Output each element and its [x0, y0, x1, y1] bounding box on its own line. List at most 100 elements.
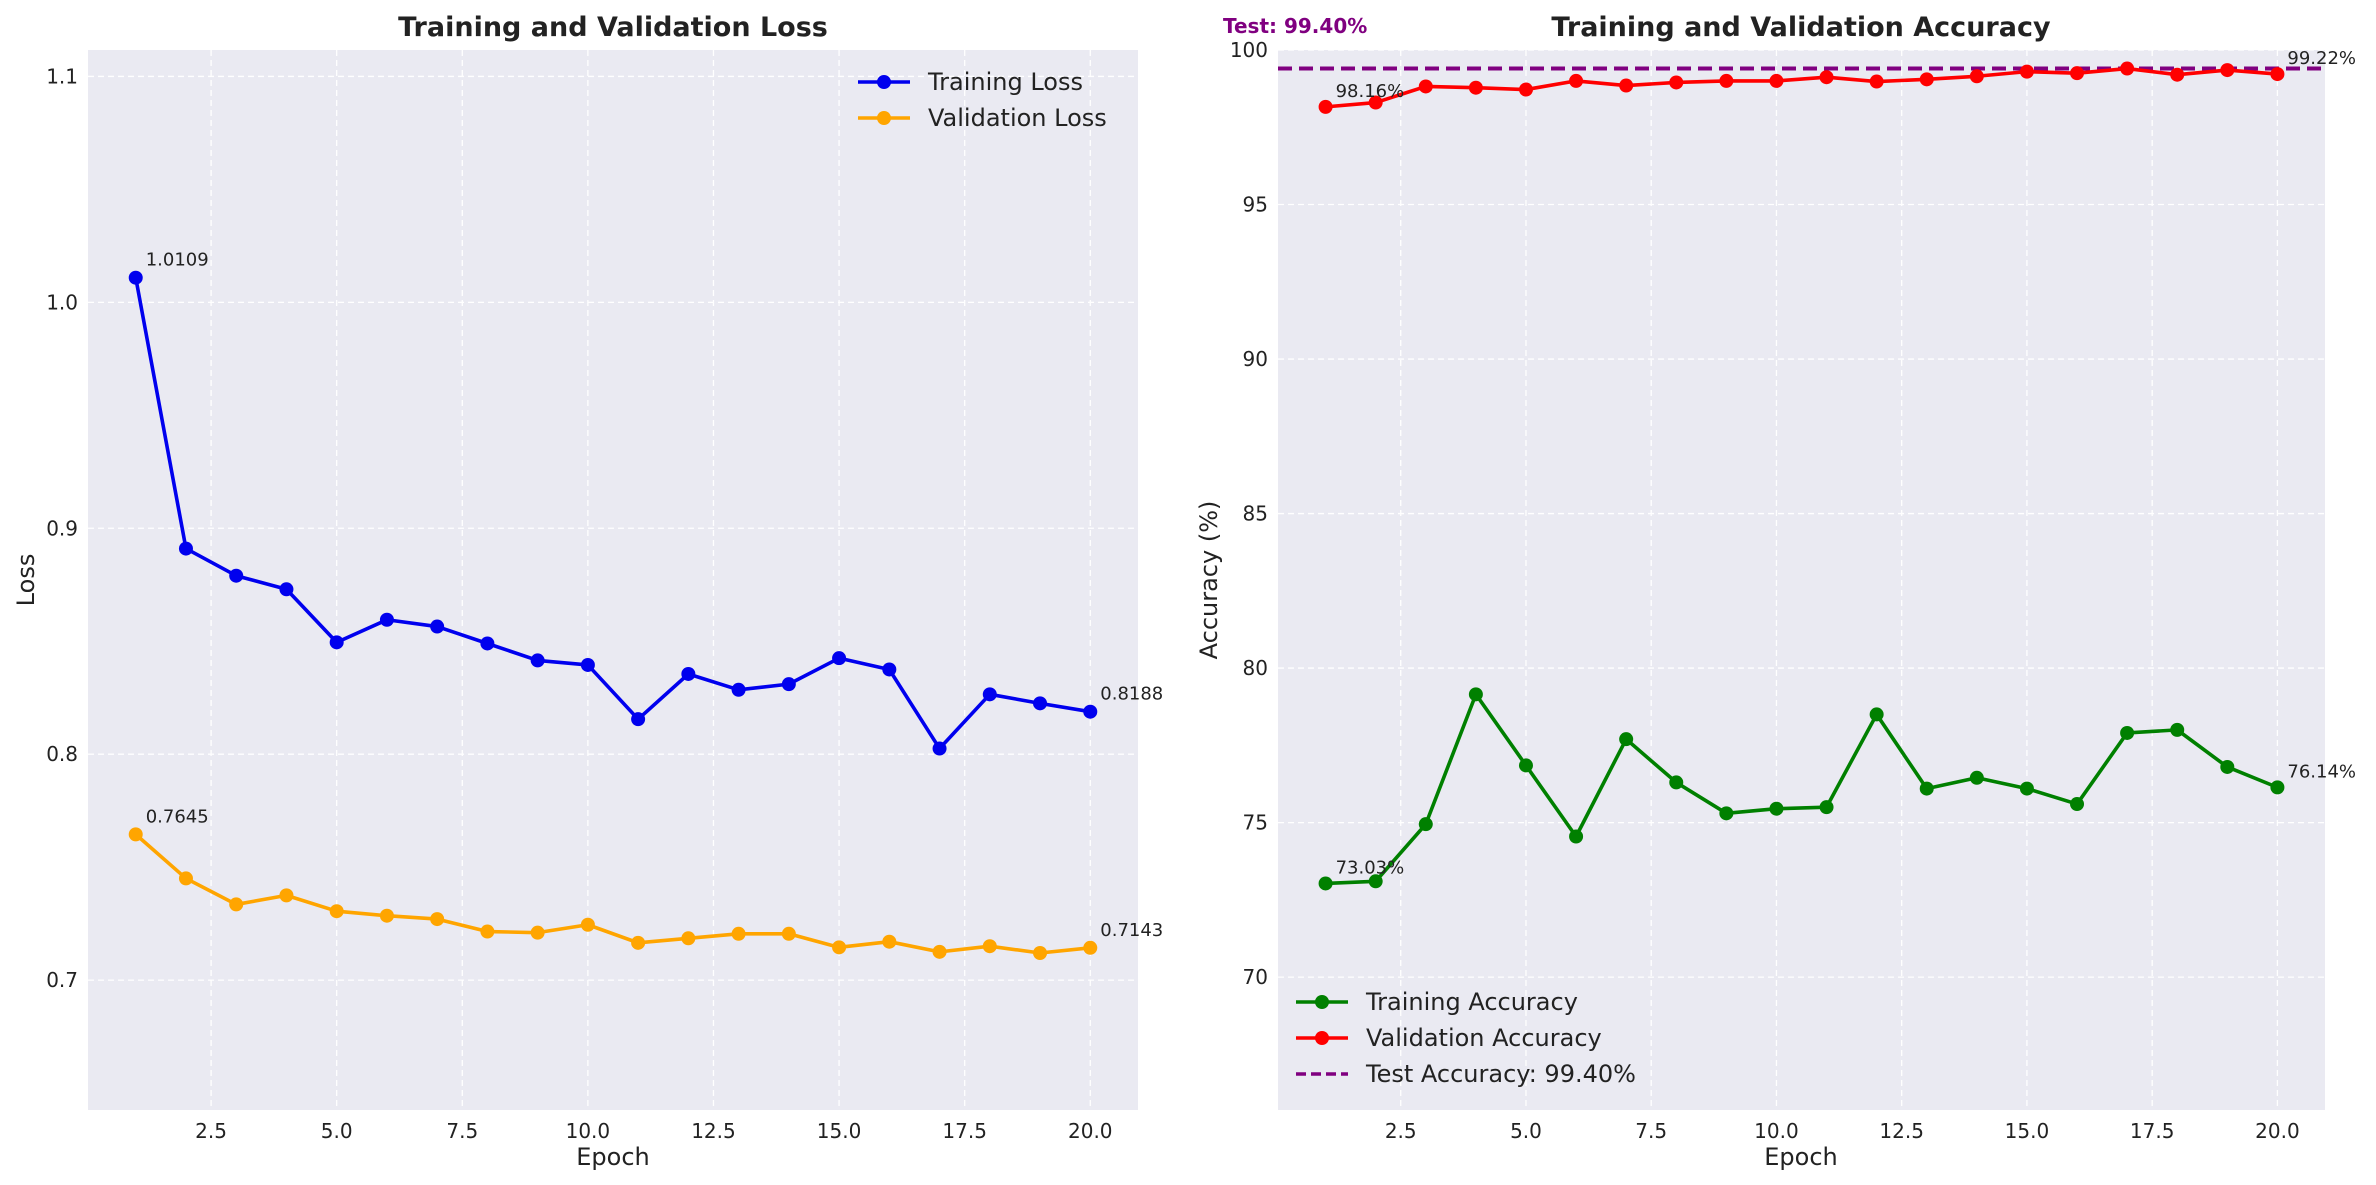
training-loss-point	[430, 619, 445, 634]
training-loss-point	[1083, 704, 1098, 719]
accuracy-x-tick-label: 2.5	[1385, 1119, 1417, 1143]
validation-loss-point	[530, 925, 545, 940]
validation-loss-point	[731, 926, 746, 941]
accuracy-x-tick-label: 15.0	[2005, 1119, 2050, 1143]
validation-accuracy-point	[2220, 63, 2235, 78]
validation-loss-point	[329, 904, 344, 919]
accuracy-data-label: 99.22%	[2287, 48, 2356, 69]
accuracy-y-tick-label: 90	[1243, 347, 1268, 371]
loss-y-tick-label: 0.7	[46, 968, 78, 992]
accuracy-legend-label: Training Accuracy	[1365, 988, 1578, 1016]
validation-loss-point	[178, 871, 193, 886]
validation-loss-point	[430, 912, 445, 927]
validation-accuracy-point	[2170, 67, 2185, 82]
validation-loss-line	[134, 833, 1091, 955]
loss-y-tick-label: 0.9	[46, 516, 78, 540]
validation-loss-point	[229, 897, 244, 912]
loss-x-tick-label: 7.5	[446, 1119, 478, 1143]
training-accuracy-point	[1418, 817, 1433, 832]
loss-legend-label: Validation Loss	[928, 104, 1107, 132]
training-loss-point	[832, 651, 847, 666]
training-accuracy-point	[2170, 722, 2185, 737]
validation-loss-point	[279, 888, 294, 903]
training-accuracy-point	[1819, 800, 1834, 815]
accuracy-data-label: 76.14%	[2287, 761, 2356, 782]
training-loss-point	[781, 677, 796, 692]
accuracy-chart-title: Training and Validation Accuracy	[1551, 12, 2051, 43]
training-loss-point	[1033, 696, 1048, 711]
training-accuracy-point	[1769, 801, 1784, 816]
training-accuracy-point	[2120, 725, 2135, 740]
training-loss-point	[530, 653, 545, 668]
validation-accuracy-point	[1418, 79, 1433, 94]
validation-loss-point	[379, 908, 394, 923]
validation-accuracy-point	[1619, 78, 1634, 93]
training-accuracy-point	[1869, 707, 1884, 722]
training-loss-point	[229, 568, 244, 583]
accuracy-data-label: 98.16%	[1336, 81, 1405, 102]
validation-loss-point	[1083, 940, 1098, 955]
loss-y-axis-label: Loss	[12, 554, 40, 607]
validation-accuracy-point	[1468, 80, 1483, 95]
training-accuracy-point	[1518, 758, 1533, 773]
validation-accuracy-line	[1325, 66, 2278, 109]
accuracy-y-tick-label: 80	[1243, 656, 1268, 680]
validation-loss-point	[832, 940, 847, 955]
accuracy-legend-marker	[1315, 995, 1329, 1009]
accuracy-y-axis-label: Accuracy (%)	[1195, 501, 1223, 660]
training-loss-point	[982, 687, 997, 702]
training-loss-point	[681, 666, 696, 681]
training-accuracy-point	[2019, 781, 2034, 796]
loss-x-tick-label: 20.0	[1068, 1119, 1113, 1143]
loss-x-tick-label: 10.0	[566, 1119, 611, 1143]
loss-x-axis-label: Epoch	[576, 1143, 650, 1171]
accuracy-x-tick-label: 10.0	[1754, 1119, 1799, 1143]
training-accuracy-point	[1719, 806, 1734, 821]
training-loss-point	[731, 682, 746, 697]
accuracy-y-tick-label: 95	[1243, 193, 1268, 217]
validation-accuracy-point	[1569, 73, 1584, 88]
loss-data-label: 0.8188	[1100, 684, 1163, 705]
loss-legend-label: Training Loss	[927, 68, 1083, 96]
accuracy-y-tick-label: 85	[1243, 502, 1268, 526]
training-loss-point	[178, 541, 193, 556]
training-loss-point	[580, 657, 595, 672]
loss-legend-marker	[877, 111, 891, 125]
loss-data-label: 1.0109	[146, 250, 209, 271]
training-loss-point	[480, 636, 495, 651]
training-accuracy-line	[1325, 692, 2279, 886]
accuracy-x-tick-label: 5.0	[1510, 1119, 1542, 1143]
training-accuracy-point	[2270, 780, 2285, 795]
accuracy-chart: 2.5 5.0 7.5 10.0 12.5 15.0 17.5 20.0 70 75 80 85 90…	[1195, 12, 2356, 1171]
validation-loss-point	[681, 931, 696, 946]
training-accuracy-point	[1468, 687, 1483, 702]
validation-accuracy-point	[1869, 74, 1884, 89]
loss-legend-marker	[877, 75, 891, 89]
validation-loss-point	[1033, 945, 1048, 960]
accuracy-x-tick-label: 7.5	[1635, 1119, 1667, 1143]
training-accuracy-point	[2070, 797, 2085, 812]
training-loss-point	[279, 582, 294, 597]
training-loss-point	[882, 662, 897, 677]
validation-accuracy-point	[1368, 95, 1383, 110]
training-loss-point	[128, 270, 143, 285]
training-accuracy-point	[1669, 775, 1684, 790]
validation-accuracy-point	[1669, 75, 1684, 90]
accuracy-x-tick-label: 12.5	[1879, 1119, 1924, 1143]
accuracy-x-axis-label: Epoch	[1764, 1143, 1838, 1171]
training-accuracy-point	[1919, 781, 1934, 796]
validation-accuracy-point	[1819, 70, 1834, 85]
validation-loss-point	[932, 944, 947, 959]
accuracy-plot-area	[1278, 50, 2325, 1110]
training-accuracy-point	[1569, 829, 1584, 844]
validation-accuracy-point	[2270, 67, 2285, 82]
accuracy-legend-label: Validation Accuracy	[1366, 1024, 1602, 1052]
training-accuracy-point	[1969, 770, 1984, 785]
validation-loss-point	[631, 935, 646, 950]
loss-chart: 2.5 5.0 7.5 10.0 12.5 15.0 17.5 20.0 0.7 0.8 0.9 1…	[12, 12, 1163, 1171]
validation-accuracy-point	[1969, 69, 1984, 84]
validation-loss-point	[982, 939, 997, 954]
accuracy-data-label: 73.03%	[1336, 857, 1405, 878]
loss-x-tick-label: 12.5	[691, 1119, 736, 1143]
